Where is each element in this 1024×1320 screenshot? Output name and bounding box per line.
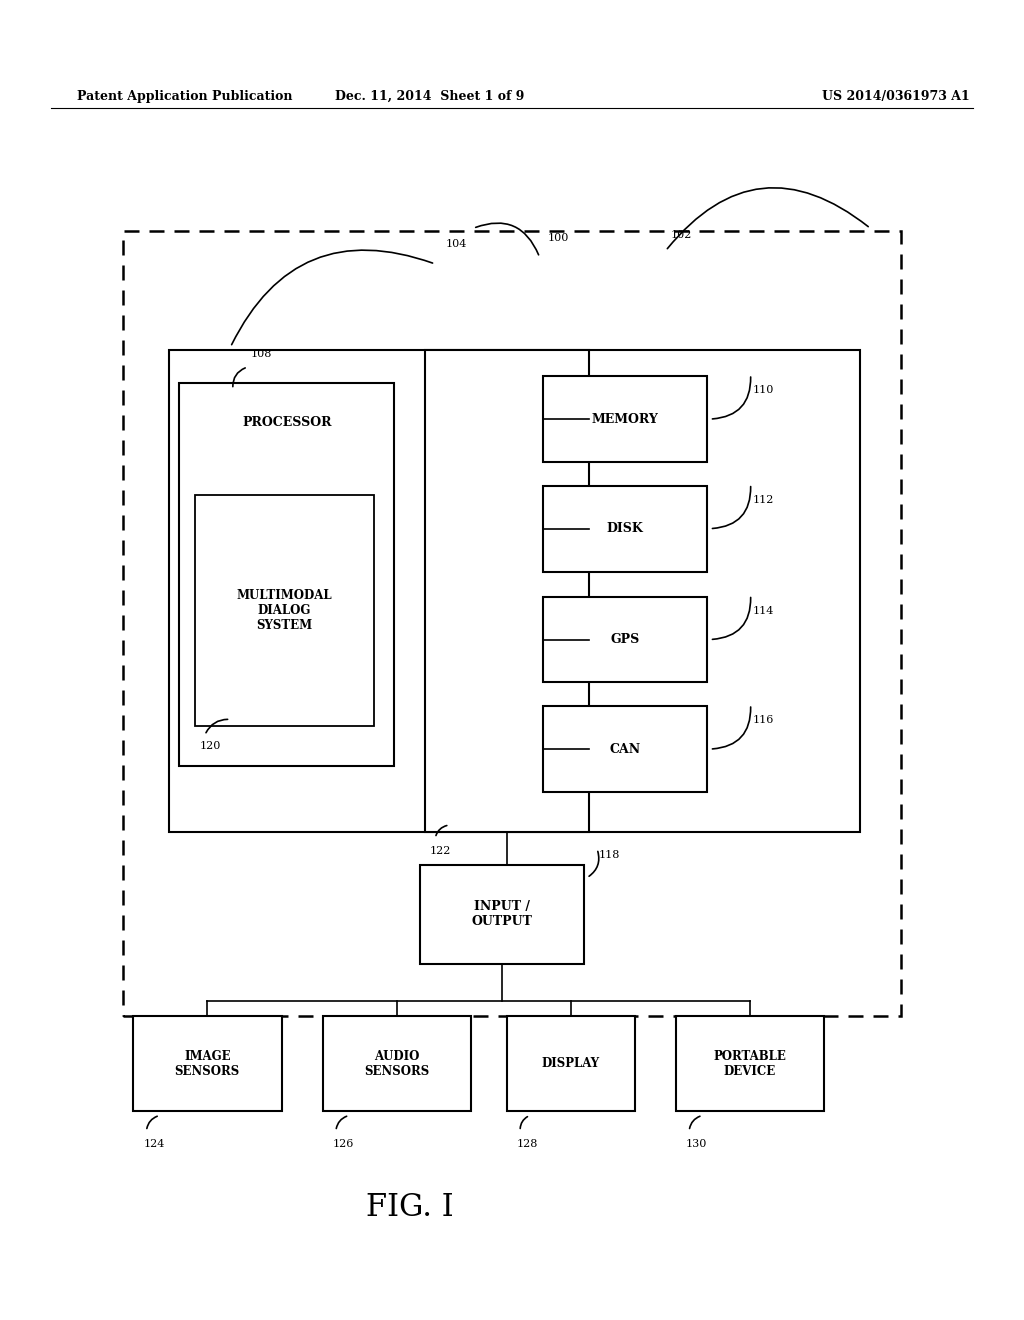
Text: 120: 120 xyxy=(200,741,221,751)
Text: 114: 114 xyxy=(753,606,774,615)
Text: 116: 116 xyxy=(753,715,774,725)
Bar xyxy=(420,865,584,964)
Text: Dec. 11, 2014  Sheet 1 of 9: Dec. 11, 2014 Sheet 1 of 9 xyxy=(336,90,524,103)
Bar xyxy=(676,1016,824,1111)
Text: US 2014/0361973 A1: US 2014/0361973 A1 xyxy=(822,90,970,103)
Text: 128: 128 xyxy=(517,1139,539,1150)
Text: 104: 104 xyxy=(445,239,467,249)
Bar xyxy=(543,486,707,572)
Text: MEMORY: MEMORY xyxy=(591,413,658,425)
Text: AUDIO
SENSORS: AUDIO SENSORS xyxy=(365,1049,429,1078)
Text: 126: 126 xyxy=(333,1139,354,1150)
Bar xyxy=(323,1016,471,1111)
Text: CAN: CAN xyxy=(609,743,640,755)
Bar xyxy=(543,597,707,682)
Text: Patent Application Publication: Patent Application Publication xyxy=(77,90,292,103)
Text: DISPLAY: DISPLAY xyxy=(542,1057,600,1071)
Text: PORTABLE
DEVICE: PORTABLE DEVICE xyxy=(714,1049,786,1078)
Text: 110: 110 xyxy=(753,385,774,395)
Text: GPS: GPS xyxy=(610,634,639,645)
Text: FIG. I: FIG. I xyxy=(366,1192,454,1224)
Bar xyxy=(195,495,374,726)
Text: 102: 102 xyxy=(671,230,692,240)
Text: 108: 108 xyxy=(251,348,272,359)
Bar xyxy=(543,376,707,462)
Text: 118: 118 xyxy=(599,850,621,861)
Text: DISK: DISK xyxy=(606,523,643,535)
Bar xyxy=(507,1016,635,1111)
Text: 112: 112 xyxy=(753,495,774,504)
Text: MULTIMODAL
DIALOG
SYSTEM: MULTIMODAL DIALOG SYSTEM xyxy=(237,589,332,632)
Bar xyxy=(123,231,901,1016)
Text: PROCESSOR: PROCESSOR xyxy=(242,416,332,429)
Bar xyxy=(133,1016,282,1111)
Text: IMAGE
SENSORS: IMAGE SENSORS xyxy=(175,1049,240,1078)
Text: 130: 130 xyxy=(686,1139,708,1150)
Text: 100: 100 xyxy=(548,232,569,243)
Bar xyxy=(179,383,394,766)
Text: 124: 124 xyxy=(143,1139,165,1150)
Text: INPUT /
OUTPUT: INPUT / OUTPUT xyxy=(471,900,532,928)
Bar xyxy=(543,706,707,792)
Text: 122: 122 xyxy=(430,846,452,857)
Bar xyxy=(169,350,860,832)
Bar xyxy=(425,350,589,832)
